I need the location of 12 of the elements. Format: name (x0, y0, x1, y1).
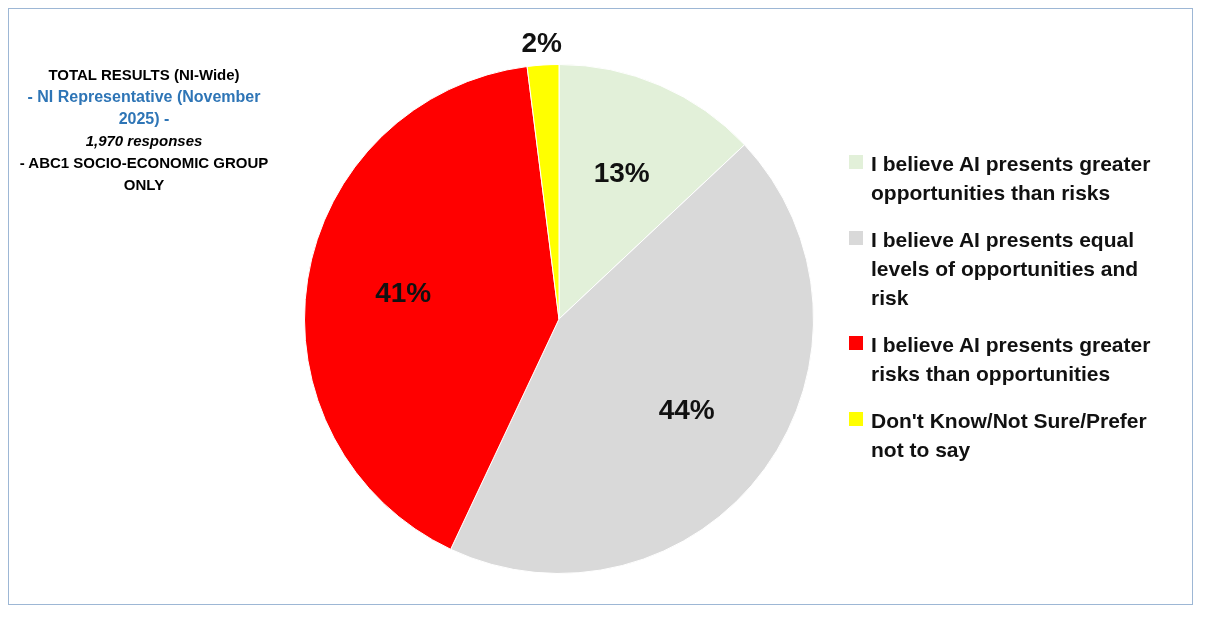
legend-label: I believe AI presents greater opportunities than risks (871, 151, 1152, 206)
text: TOTAL RESULTS (NI-Wide) (47, 65, 241, 85)
data-label: 2% (521, 27, 563, 59)
text: 1,970 responses (84, 131, 204, 151)
data-label: 44% (658, 394, 715, 426)
data-label: 41% (375, 277, 432, 309)
legend-label: I believe AI presents greater risks than opportunities (871, 332, 1152, 387)
legend-label: I believe AI presents equal levels of opportunities and risk (871, 227, 1140, 311)
legend-label: Don't Know/Not Sure/Prefer not to say (871, 408, 1148, 463)
text: - ABC1 SOCIO-ECONOMIC GROUP ONLY (18, 153, 270, 195)
text: - NI Representative (November 2025) - (26, 87, 262, 129)
data-label: 13% (593, 156, 650, 188)
